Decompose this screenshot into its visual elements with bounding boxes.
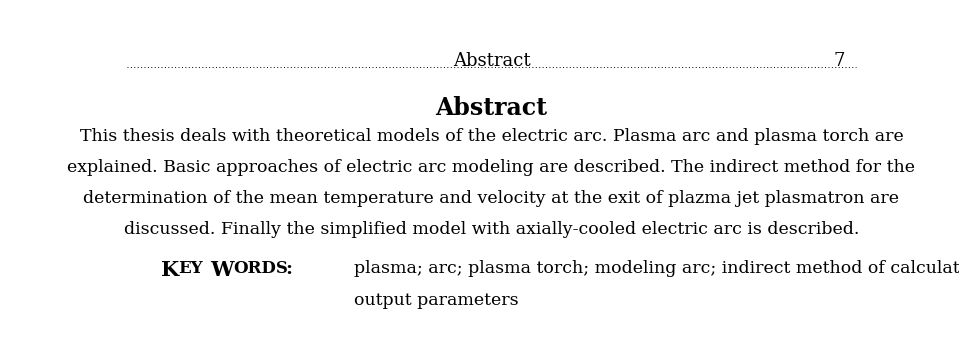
Text: :: :	[285, 260, 292, 278]
Text: 7: 7	[833, 52, 845, 70]
Text: explained. Basic approaches of electric arc modeling are described. The indirect: explained. Basic approaches of electric …	[67, 159, 916, 176]
Text: ORDS: ORDS	[234, 260, 289, 277]
Text: Abstract: Abstract	[435, 96, 548, 120]
Text: EY: EY	[177, 260, 202, 277]
Text: determination of the mean temperature and velocity at the exit of plazma jet pla: determination of the mean temperature an…	[83, 190, 900, 207]
Text: plasma; arc; plasma torch; modeling arc; indirect method of calculating: plasma; arc; plasma torch; modeling arc;…	[354, 260, 959, 277]
Text: W: W	[211, 260, 234, 281]
Text: K: K	[161, 260, 179, 281]
Text: discussed. Finally the simplified model with axially-cooled electric arc is desc: discussed. Finally the simplified model …	[124, 221, 859, 238]
Text: output parameters: output parameters	[354, 291, 519, 309]
Text: This thesis deals with theoretical models of the electric arc. Plasma arc and pl: This thesis deals with theoretical model…	[80, 128, 903, 145]
Text: Abstract: Abstract	[453, 52, 530, 70]
